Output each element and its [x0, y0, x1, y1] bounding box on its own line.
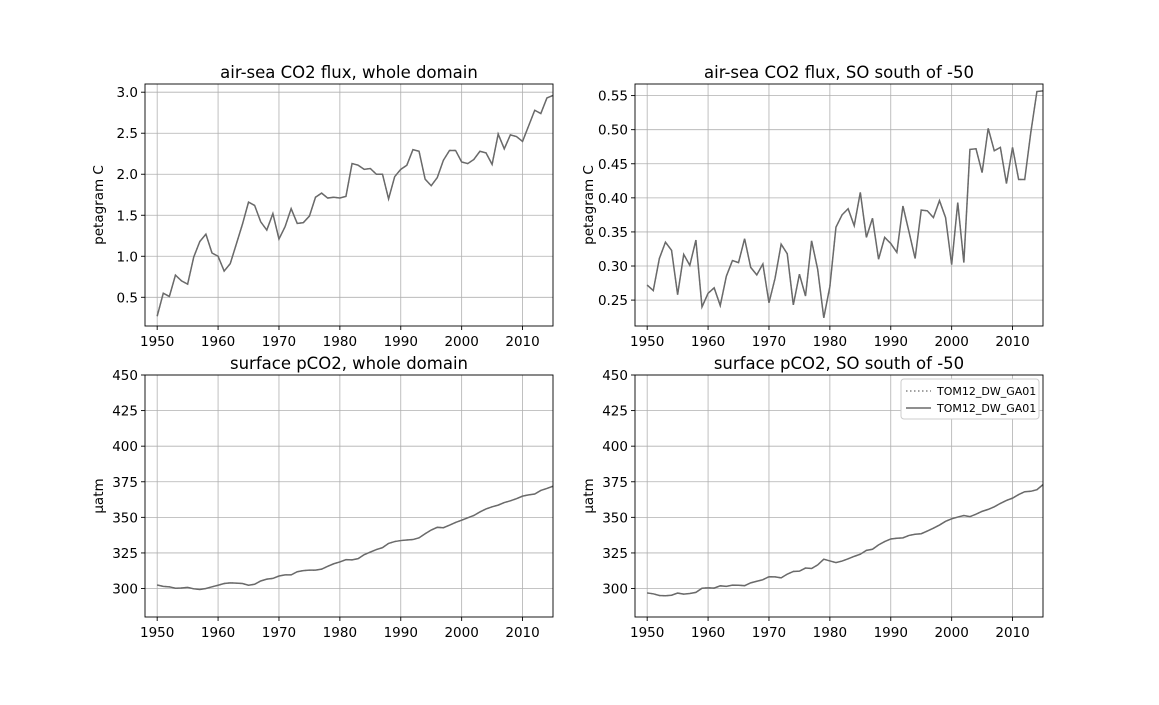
x-tick-label: 2000 [934, 334, 968, 350]
x-tick-label: 1970 [262, 625, 296, 641]
x-tick-label: 1970 [752, 334, 786, 350]
axes-frame [634, 83, 1044, 327]
y-tick-label: 0.45 [598, 157, 628, 173]
y-tick-label: 350 [112, 510, 138, 526]
series-line-2 [156, 94, 553, 317]
y-tick-label: 375 [112, 475, 138, 491]
x-tick-label: 1980 [323, 334, 357, 350]
x-tick-label: 1970 [262, 334, 296, 350]
y-tick-label: 300 [602, 582, 628, 598]
y-tick-label: 425 [112, 404, 138, 420]
y-tick-label: 400 [602, 439, 628, 455]
series-line-2 [157, 485, 553, 591]
x-tick-label: 1990 [874, 625, 908, 641]
axes-frame [144, 374, 554, 618]
legend-label: TOM12_DW_GA01 [936, 385, 1036, 398]
y-tick-label: 0.50 [598, 123, 628, 139]
x-tick-label: 1970 [752, 625, 786, 641]
y-tick-label: 0.5 [117, 290, 138, 306]
x-tick-label: 1980 [813, 625, 847, 641]
series-line-2 [647, 484, 1043, 597]
chart-panel-2: 1950 1960 1970 1980 1990 2000 2010 0.25 0.30 0.35… [581, 63, 1044, 350]
y-tick-label: 325 [602, 546, 628, 562]
series-line-1 [156, 94, 553, 317]
legend-label: TOM12_DW_GA01 [936, 402, 1036, 415]
y-tick-label: 400 [112, 439, 138, 455]
x-tick-label: 1950 [140, 334, 174, 350]
y-tick-label: 425 [602, 404, 628, 420]
y-tick-label: 2.5 [117, 126, 138, 142]
y-tick-label: 450 [112, 368, 138, 384]
x-tick-label: 2000 [444, 625, 478, 641]
x-tick-label: 1950 [630, 625, 664, 641]
x-tick-label: 1960 [691, 625, 725, 641]
x-tick-label: 2010 [995, 625, 1029, 641]
series-line-1 [646, 90, 1043, 318]
axes-frame [144, 83, 554, 327]
x-tick-label: 2010 [995, 334, 1029, 350]
legend: TOM12_DW_GA01 TOM12_DW_GA01 [900, 378, 1040, 420]
x-tick-label: 1950 [140, 625, 174, 641]
y-axis-label: petagram C [91, 165, 107, 245]
chart-title: air-sea CO2 flux, whole domain [220, 63, 478, 82]
series-line-1 [157, 485, 553, 591]
y-axis-label: μatm [91, 478, 107, 513]
chart-panel-4: 1950 1960 1970 1980 1990 2000 2010 300 325 350 375… [581, 354, 1044, 641]
x-tick-label: 1950 [630, 334, 664, 350]
x-tick-label: 2000 [934, 625, 968, 641]
x-tick-label: 1980 [323, 625, 357, 641]
y-axis-label: petagram C [581, 165, 597, 245]
y-tick-label: 325 [112, 546, 138, 562]
x-tick-label: 2010 [505, 334, 539, 350]
y-axis-label: μatm [581, 478, 597, 513]
y-tick-label: 0.25 [598, 293, 628, 309]
y-tick-label: 0.40 [598, 191, 628, 207]
chart-panel-3: 1950 1960 1970 1980 1990 2000 2010 300 325 350 375… [91, 354, 554, 641]
y-tick-label: 1.0 [117, 249, 138, 265]
series-line-1 [647, 484, 1043, 597]
x-tick-label: 1960 [201, 625, 235, 641]
y-tick-label: 0.30 [598, 259, 628, 275]
chart-panel-1: 1950 1960 1970 1980 1990 2000 2010 0.5 1.0 1.5 2.0… [91, 63, 554, 350]
x-tick-label: 1990 [874, 334, 908, 350]
x-tick-label: 1990 [384, 625, 418, 641]
chart-title: surface pCO2, SO south of -50 [714, 354, 964, 373]
y-tick-label: 0.35 [598, 225, 628, 241]
y-tick-label: 450 [602, 368, 628, 384]
y-tick-label: 3.0 [117, 85, 138, 101]
series-line-2 [646, 90, 1043, 318]
x-tick-label: 1960 [201, 334, 235, 350]
x-tick-label: 1960 [691, 334, 725, 350]
x-tick-label: 1980 [813, 334, 847, 350]
chart-title: air-sea CO2 flux, SO south of -50 [704, 63, 974, 82]
y-tick-label: 1.5 [117, 208, 138, 224]
axes-frame [634, 374, 1044, 618]
y-tick-label: 0.55 [598, 89, 628, 105]
x-tick-label: 1990 [384, 334, 418, 350]
legend-box [900, 378, 1040, 420]
x-tick-label: 2010 [505, 625, 539, 641]
x-tick-label: 2000 [444, 334, 478, 350]
y-tick-label: 2.0 [117, 167, 138, 183]
y-tick-label: 300 [112, 582, 138, 598]
y-tick-label: 350 [602, 510, 628, 526]
chart-title: surface pCO2, whole domain [230, 354, 468, 373]
y-tick-label: 375 [602, 475, 628, 491]
